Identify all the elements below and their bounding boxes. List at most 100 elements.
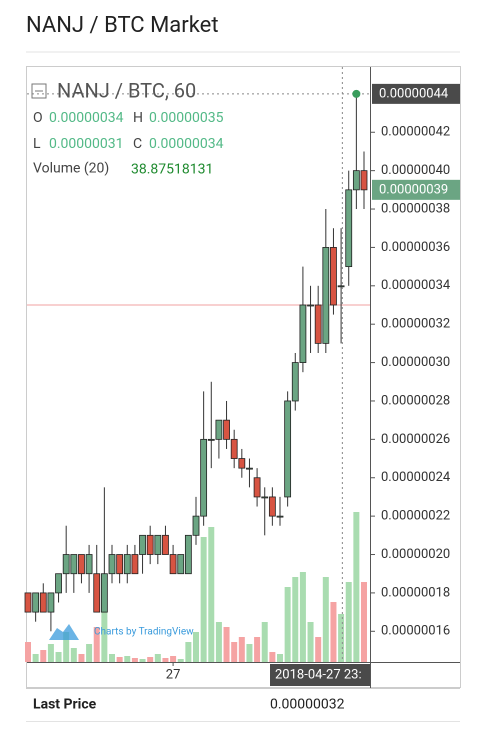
volume-bar (292, 577, 299, 662)
candle-body (146, 534, 154, 555)
volume-bar (277, 654, 283, 662)
last-price-box (372, 179, 460, 200)
volume-bar (223, 627, 230, 662)
y-tick-label: 0.00000016 (381, 624, 450, 639)
legend-value: 0.00000034 (49, 110, 124, 126)
candle-body (284, 400, 292, 498)
last-price-marker-label: 0.00000039 (379, 182, 448, 197)
volume-bar (70, 648, 77, 662)
candle-body (169, 554, 177, 575)
legend-key: C (133, 136, 142, 152)
candle-body (230, 438, 238, 459)
y-tick-label: 0.00000026 (381, 432, 450, 447)
candle-body (207, 438, 215, 441)
ohlc-legend: L 0.00000031 C 0.00000034 (33, 136, 224, 152)
legend-value: 0.00000031 (49, 136, 124, 152)
candle-body (192, 515, 200, 536)
candle-body (322, 247, 330, 344)
crosshair-price-label: 0.00000044 (379, 86, 449, 101)
volume-bar (338, 614, 345, 662)
candle-body (154, 534, 162, 555)
volume-bar (299, 572, 306, 662)
chart-title: NANJ / BTC, 60 (57, 78, 196, 102)
candle-body (100, 573, 108, 613)
candle-body (291, 362, 299, 402)
legend-key: H (133, 110, 143, 126)
volume-bar (315, 637, 322, 662)
volume-bar (261, 622, 268, 662)
candle-body (162, 534, 169, 555)
volume-bar (361, 582, 367, 662)
volume-bar (307, 622, 314, 662)
legend-key: O (33, 110, 43, 126)
crosshair-time-label: 2018-04-27 23: (275, 667, 362, 682)
candle-body (200, 438, 208, 517)
volume-bar (25, 642, 31, 662)
volume-bar (185, 642, 192, 662)
volume-bar (154, 654, 161, 662)
y-tick-label: 0.00000030 (381, 355, 450, 370)
watermark-logo (49, 624, 79, 640)
volume-legend-value: 38.87518131 (131, 162, 213, 178)
volume-bar (124, 656, 131, 662)
candle-body (116, 554, 124, 575)
crosshair-dot (352, 89, 361, 98)
volume-bar (116, 657, 123, 662)
y-tick-label: 0.00000032 (381, 317, 450, 332)
candle-body (93, 573, 101, 613)
candle-body (253, 477, 261, 498)
candle-body (314, 304, 322, 344)
candle-body (62, 554, 70, 575)
volume-bar (208, 527, 215, 662)
volume-bar (93, 627, 100, 662)
volume-bar (284, 587, 291, 662)
volume-bar (86, 644, 93, 662)
volume-bar (215, 622, 222, 662)
crosshair-price-box (372, 83, 460, 104)
x-tick-label: 27 (166, 667, 181, 682)
candle-body (246, 467, 253, 470)
candle-body (238, 458, 246, 469)
candle-body (78, 554, 85, 575)
volume-bar (32, 654, 39, 662)
legend-value: 0.00000035 (149, 110, 224, 126)
legend-value: 0.00000034 (149, 136, 224, 152)
y-tick-label: 0.00000020 (381, 547, 450, 562)
candle-body (307, 304, 314, 307)
volume-bar (147, 657, 154, 662)
volume-bar (109, 654, 115, 662)
y-tick-label: 0.00000028 (381, 393, 450, 408)
y-tick-label: 0.00000022 (381, 509, 450, 524)
volume-bar (139, 659, 146, 662)
y-tick-label: 0.00000042 (381, 125, 450, 140)
candle-body (47, 592, 55, 613)
last-price-label: Last Price (33, 697, 97, 713)
candle-body (24, 592, 32, 613)
volume-bar (353, 512, 360, 662)
candle-body (123, 554, 131, 575)
volume-bar (254, 637, 261, 662)
volume-bar (78, 654, 85, 662)
volume-bar (47, 644, 54, 662)
volume-legend-key: Volume (20) (33, 161, 109, 177)
ohlc-legend: O 0.00000034 H 0.00000035 (33, 110, 224, 126)
candle-body (39, 592, 47, 613)
candle-body (352, 170, 360, 191)
candle-body (55, 573, 62, 594)
collapse-icon[interactable] (31, 83, 47, 99)
volume-bar (55, 652, 62, 662)
candle-body (215, 419, 223, 440)
volume-bar (330, 602, 337, 662)
watermark[interactable]: Charts by TradingView (94, 627, 194, 638)
candle-body (131, 554, 139, 575)
y-tick-label: 0.00000034 (381, 278, 451, 293)
candle-body (70, 554, 78, 575)
volume-bar (170, 656, 177, 662)
plot: 0.00000042 0.00000040 0.00000038 0.00000036… (24, 67, 460, 686)
candle-body (223, 419, 230, 440)
y-tick-label: 0.00000040 (381, 163, 450, 178)
candle-body (184, 534, 192, 575)
candle-body (85, 554, 93, 575)
